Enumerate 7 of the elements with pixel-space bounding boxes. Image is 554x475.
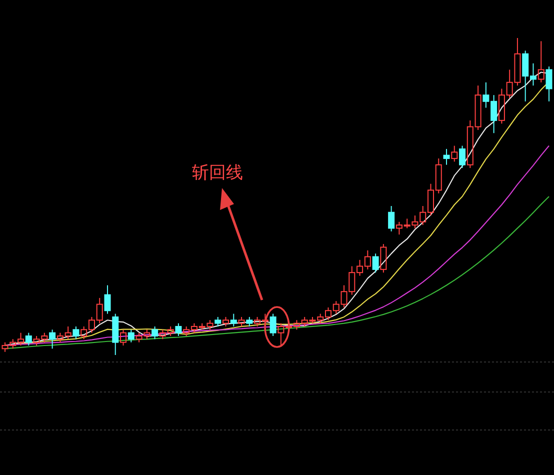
candlestick xyxy=(104,284,111,314)
candlestick xyxy=(538,40,544,83)
annotation: 斩回线 xyxy=(192,163,243,183)
candlestick xyxy=(388,206,395,232)
candlestick xyxy=(49,329,56,350)
candlestick xyxy=(128,329,134,343)
candlestick xyxy=(443,148,450,166)
